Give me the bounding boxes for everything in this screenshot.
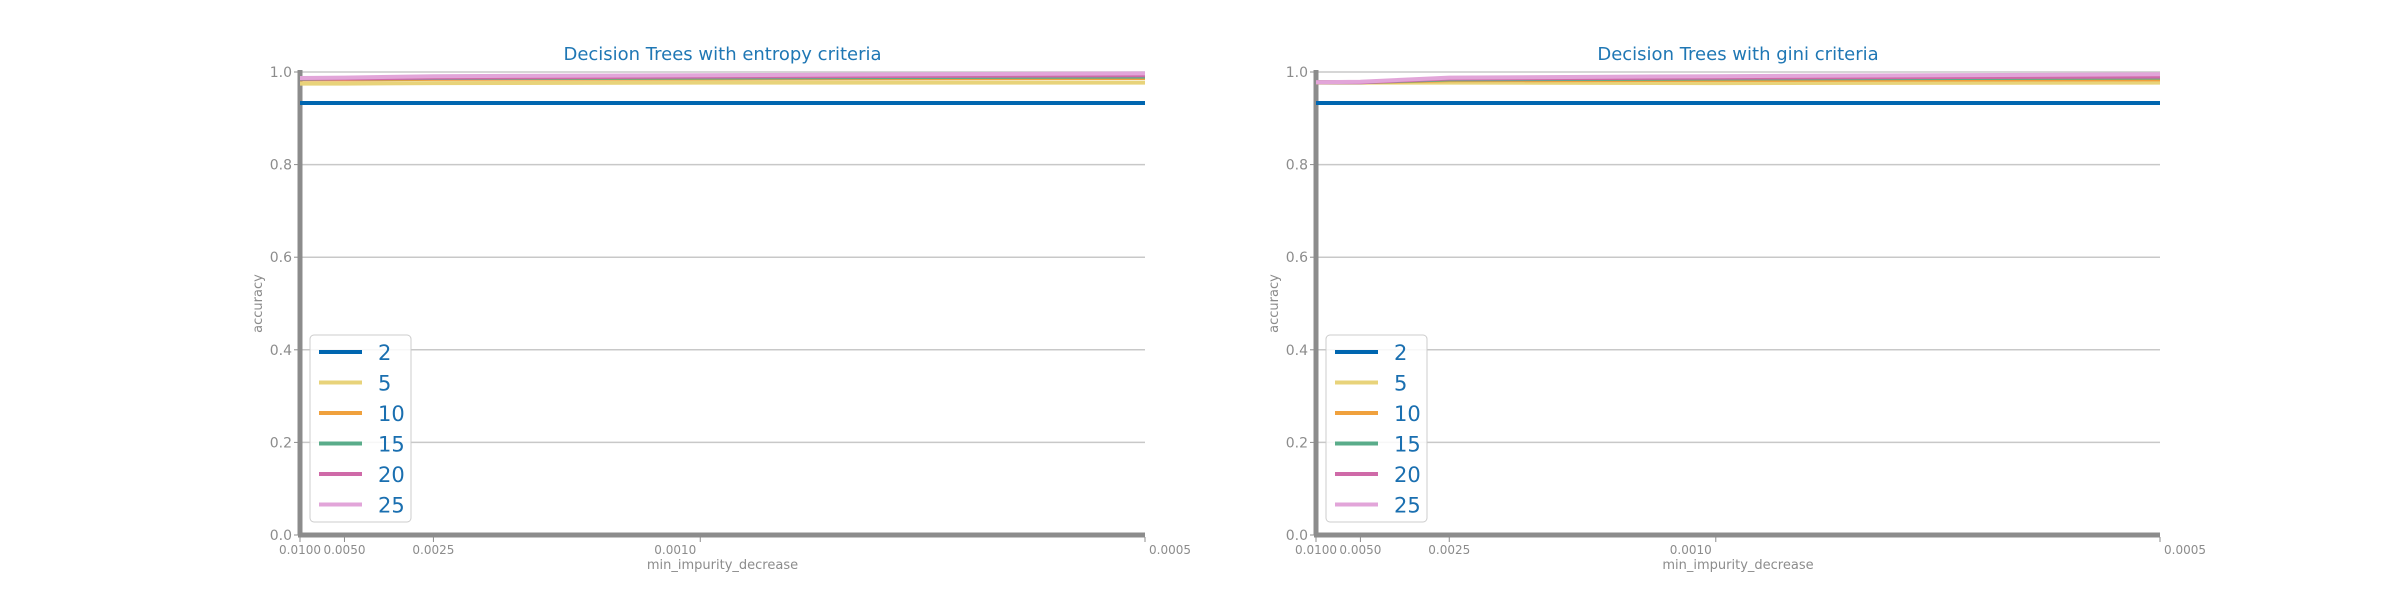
- y-tick-label: 0.8: [1286, 158, 1308, 174]
- y-tick-label: 0.4: [270, 343, 292, 359]
- chart-title: Decision Trees with gini criteria: [1597, 44, 1878, 65]
- legend-label: 20: [378, 463, 405, 487]
- chart-panel-2: Decision Trees with gini criteria 0.0 0.2 0…: [1267, 44, 2206, 573]
- x-tick-label: 0.0010: [654, 543, 696, 557]
- chart-panel-1: Decision Trees with entropy criteria0.00…: [251, 44, 1191, 573]
- legend-label: 10: [1394, 402, 1421, 426]
- legend-label: 25: [378, 494, 405, 518]
- legend-label: 25: [1394, 494, 1421, 518]
- y-tick-label: 1.0: [270, 65, 292, 81]
- x-axis-label: min_impurity_decrease: [1662, 558, 1813, 573]
- y-tick-label: 0.6: [1286, 250, 1308, 266]
- y-tick-label: 0.2: [1286, 435, 1308, 451]
- x-tick-label: 0.0025: [412, 543, 454, 557]
- x-tick-label: 0.0050: [323, 543, 365, 557]
- series-line-5: [1316, 80, 2161, 86]
- series-line-25: [1315, 72, 2161, 85]
- legend-label: 15: [1394, 433, 1421, 457]
- y-tick-label: 0.0: [270, 528, 292, 544]
- series-line-25: [299, 71, 1146, 80]
- y-tick-label: 0.6: [270, 250, 292, 266]
- legend-label: 15: [378, 433, 405, 457]
- y-tick-label: 0.0: [1286, 528, 1308, 544]
- legend-label: 2: [1394, 341, 1407, 365]
- legend-label: 2: [378, 341, 391, 365]
- x-tick-label: 0.0010: [1670, 543, 1712, 557]
- x-axis-label: min_impurity_decrease: [647, 558, 798, 573]
- x-tick-label: 0.0050: [1339, 543, 1381, 557]
- y-axis-label: accuracy: [1267, 274, 1282, 333]
- x-tick-label: 0.0005: [1149, 543, 1191, 557]
- y-axis-label: accuracy: [251, 274, 266, 333]
- legend-label: 5: [378, 372, 391, 396]
- series-line-5: [300, 80, 1145, 86]
- y-tick-label: 0.2: [270, 435, 292, 451]
- y-tick-label: 0.8: [270, 158, 292, 174]
- y-tick-label: 0.4: [1286, 343, 1308, 359]
- legend-label: 10: [378, 402, 405, 426]
- x-tick-label: 0.0025: [1428, 543, 1470, 557]
- x-tick-label: 0.0100: [279, 543, 321, 557]
- x-tick-label: 0.0100: [1295, 543, 1337, 557]
- chart-title: Decision Trees with entropy criteria: [563, 44, 881, 65]
- x-tick-label: 0.0005: [2164, 543, 2206, 557]
- y-tick-label: 1.0: [1286, 65, 1308, 81]
- legend-label: 5: [1394, 372, 1407, 396]
- legend-label: 20: [1394, 463, 1421, 487]
